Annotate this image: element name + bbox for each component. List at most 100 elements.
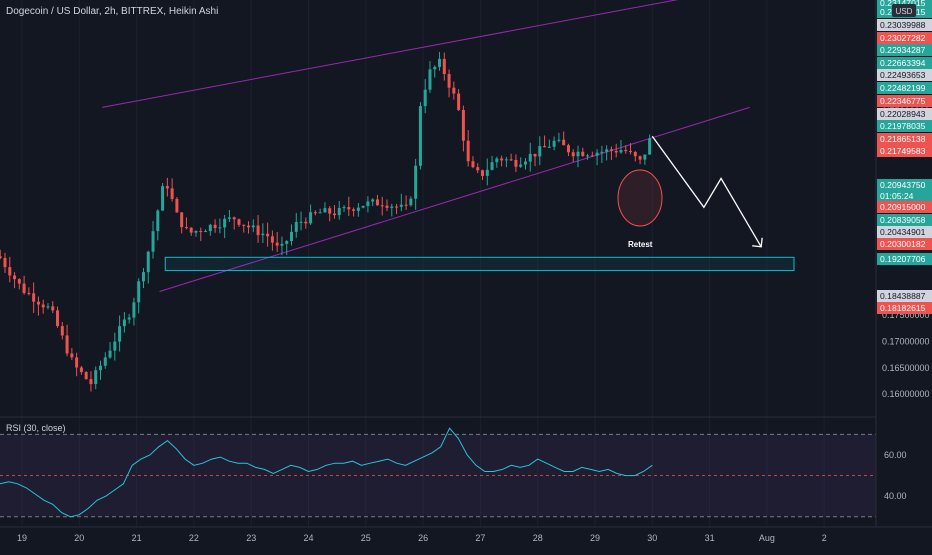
currency-badge[interactable] (892, 4, 916, 17)
candle-body (194, 231, 198, 233)
candle-body (266, 233, 270, 237)
candle-body (309, 212, 313, 224)
candle-body (70, 353, 74, 358)
candle-body (232, 217, 236, 220)
candle-body (404, 204, 408, 206)
time-tick-label: 21 (132, 533, 142, 543)
candle-body (481, 170, 485, 176)
time-tick-label: 28 (533, 533, 543, 543)
candle-body (17, 279, 21, 284)
candle-body (56, 310, 60, 327)
candle-body (638, 156, 642, 160)
candle-body (466, 140, 470, 162)
candle-body (528, 153, 532, 162)
candle-body (223, 218, 227, 228)
candle-body (361, 205, 365, 208)
grid-lines (21, 0, 825, 527)
candle-body (375, 199, 379, 206)
rsi-indicator-label: RSI (30, close) (6, 423, 66, 433)
candle-body (137, 281, 141, 303)
candle-body (447, 73, 451, 88)
candle-body (538, 146, 542, 157)
candle-body (571, 152, 575, 157)
price-label: 0.18438887 (880, 291, 926, 301)
price-label-box (877, 226, 932, 238)
support-zone[interactable] (164, 256, 795, 271)
price-label-box (877, 69, 932, 81)
candle-body (566, 145, 570, 153)
price-label-box (877, 19, 932, 31)
price-axis[interactable]: 0.215000000.190000000.175000000.17000000… (877, 0, 932, 399)
candle-body (399, 204, 403, 207)
price-tick-label: 0.17500000 (882, 310, 930, 320)
candle-body (256, 225, 260, 236)
candle-body (395, 206, 399, 208)
candle-body (452, 87, 456, 94)
candle-body (414, 165, 418, 199)
candle-body (151, 231, 155, 252)
support-zone-rect (164, 256, 795, 271)
candle-body (89, 379, 93, 385)
price-label: 0.18182615 (880, 303, 926, 313)
projection-path (651, 135, 762, 248)
candle-body (438, 58, 442, 67)
time-tick-label: 26 (418, 533, 428, 543)
candle-body (461, 109, 465, 141)
candle-body (8, 267, 12, 276)
price-label: 0.23027282 (880, 33, 926, 43)
candle-body (79, 367, 83, 373)
candle-body (290, 231, 294, 242)
candle-body (624, 150, 628, 152)
candle-body (60, 326, 64, 336)
channel-lower-line (159, 106, 750, 292)
rsi-line (0, 427, 653, 518)
price-label: 0.22028943 (880, 109, 926, 119)
candle-body (409, 198, 413, 206)
price-label-box (877, 214, 932, 226)
candle-body (490, 162, 494, 170)
price-tick-label: 0.17000000 (882, 336, 930, 346)
price-label: 0.20943750 (880, 180, 926, 190)
candle-body (457, 93, 461, 110)
candle-body (75, 357, 79, 368)
candle-body (342, 207, 346, 209)
candle-body (36, 301, 40, 305)
candle-body (648, 138, 652, 155)
rsi-axis[interactable]: 60.00 40.00 (884, 450, 907, 501)
price-label: 0.23039988 (880, 20, 926, 30)
candle-body (156, 210, 160, 232)
candle-body (304, 221, 308, 224)
price-label: 0.20839058 (880, 215, 926, 225)
price-label: 01:05:24 (880, 191, 914, 201)
candle-body (122, 319, 126, 327)
rsi-tick-label: 60.00 (884, 450, 907, 460)
candle-body (385, 205, 389, 208)
price-label: 0.21749583 (880, 146, 926, 156)
price-tick-label: 0.16000000 (882, 389, 930, 399)
candle-body (247, 225, 251, 228)
candle-body (552, 140, 556, 147)
currency-badge-label: USD (896, 7, 913, 16)
price-label-box (877, 120, 932, 132)
candle-body (371, 199, 375, 202)
candle-body (581, 151, 585, 156)
candle-body (0, 256, 2, 258)
retest-circle[interactable] (617, 169, 663, 227)
price-label-box (877, 253, 932, 265)
projection-arrow[interactable] (651, 135, 763, 248)
candle-body (103, 357, 107, 366)
price-label-box (877, 82, 932, 94)
candle-body (533, 153, 537, 157)
price-label-box (877, 238, 932, 250)
trend-channel[interactable] (102, 0, 750, 292)
price-label-box (877, 44, 932, 56)
candle-body (46, 306, 50, 308)
time-axis[interactable]: 19 20 21 22 23 24 25 26 27 28 29 30 31 Aug 2 (17, 533, 827, 543)
candle-body (323, 208, 327, 213)
candle-body (562, 139, 566, 146)
candle-body (352, 209, 356, 211)
price-label: 0.22493653 (880, 70, 926, 80)
candle-body (614, 150, 618, 153)
